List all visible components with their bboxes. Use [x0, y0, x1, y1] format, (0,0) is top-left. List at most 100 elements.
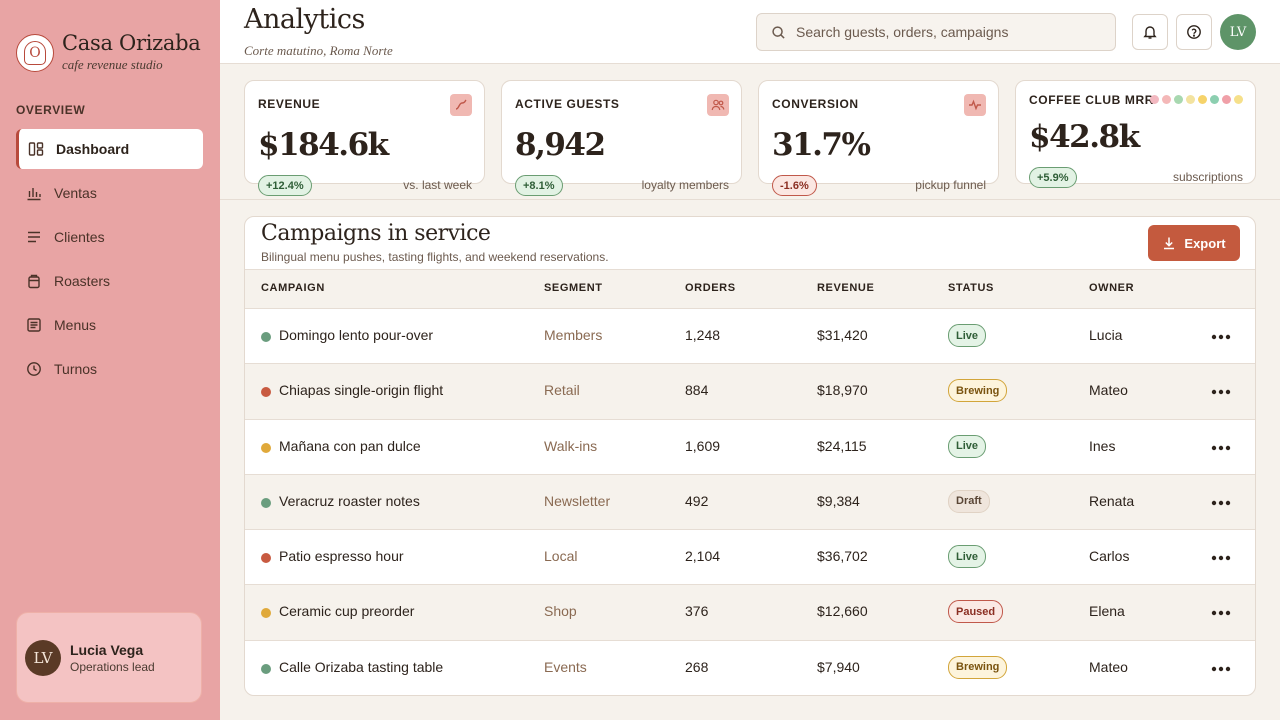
notifications-button[interactable]	[1132, 14, 1168, 50]
table-row[interactable]: Domingo lento pour-over Members 1,248 $31,4…	[245, 309, 1255, 365]
cell-segment[interactable]: Newsletter	[544, 492, 611, 509]
sidebar-item-ventas[interactable]: Ventas	[16, 173, 203, 213]
kpi-delta-badge: -1.6%	[772, 175, 817, 196]
column-header-orders[interactable]: ORDERS	[685, 282, 736, 294]
cell-orders: 884	[685, 382, 709, 399]
menu-card-icon	[27, 318, 41, 332]
export-button[interactable]: Export	[1148, 225, 1240, 261]
cell-owner: Renata	[1089, 492, 1135, 509]
cell-segment[interactable]: Walk-ins	[544, 437, 598, 454]
more-horizontal-icon	[1211, 611, 1231, 616]
cell-campaign-name[interactable]: Ceramic cup preorder	[279, 603, 415, 620]
row-more-actions-button[interactable]	[1211, 438, 1231, 458]
nav-section-label: OVERVIEW	[16, 103, 86, 117]
kpi-strip: REVENUE $184.6k +12.4% vs. last week ACT…	[220, 64, 1280, 200]
brand[interactable]: O Casa Orizaba cafe revenue studio	[16, 30, 201, 73]
cell-campaign-name[interactable]: Mañana con pan dulce	[279, 437, 421, 454]
status-badge: Brewing	[948, 655, 1008, 679]
cell-segment[interactable]: Shop	[544, 603, 577, 620]
kpi-label: COFFEE CLUB MRR	[1029, 93, 1154, 107]
kpi-value: $184.6k	[258, 127, 389, 163]
brand-tagline: cafe revenue studio	[62, 57, 163, 72]
table-row[interactable]: Veracruz roaster notes Newsletter 492 $9,38…	[245, 474, 1255, 531]
page-subtitle: Corte matutino, Roma Norte	[244, 43, 393, 58]
row-more-actions-button[interactable]	[1211, 659, 1231, 679]
sidebar-item-dashboard[interactable]: Dashboard	[16, 129, 203, 169]
user-card[interactable]: LV Lucia Vega Operations lead	[16, 612, 202, 703]
more-horizontal-icon	[1211, 500, 1231, 506]
cell-revenue: $9,384	[817, 492, 860, 509]
sidebar-item-menus[interactable]: Menus	[16, 305, 203, 345]
sidebar-item-label: Ventas	[54, 185, 97, 201]
color-dot	[1150, 95, 1159, 104]
more-horizontal-icon	[1211, 445, 1231, 450]
kpi-card-conversion[interactable]: CONVERSION 31.7% -1.6% pickup funnel	[758, 80, 999, 196]
sidebar-item-turnos[interactable]: Turnos	[16, 349, 203, 389]
page-title: Analytics	[244, 4, 365, 35]
color-dot	[1186, 95, 1195, 104]
brand-logo-icon: O	[16, 34, 54, 72]
clock-icon	[27, 362, 41, 376]
trend-line-icon	[450, 94, 472, 116]
cell-segment[interactable]: Members	[544, 327, 603, 343]
cell-campaign-name[interactable]: Calle Orizaba tasting table	[279, 658, 444, 675]
search-icon	[772, 25, 785, 39]
campaign-color-dot	[261, 663, 271, 674]
list-icon	[28, 231, 40, 243]
kpi-note: pickup funnel	[915, 178, 986, 192]
row-more-actions-button[interactable]	[1211, 548, 1231, 568]
sidebar-item-clientes[interactable]: Clientes	[16, 217, 203, 257]
cell-segment[interactable]: Retail	[544, 382, 580, 399]
search-box[interactable]	[756, 13, 1116, 51]
panel-title: Campaigns in service	[261, 221, 491, 246]
brand-name: Casa Orizaba	[62, 31, 201, 55]
sidebar-item-roasters[interactable]: Roasters	[16, 261, 203, 301]
status-badge: Paused	[948, 600, 1004, 624]
help-button[interactable]	[1176, 14, 1212, 50]
brand-text: Casa Orizaba cafe revenue studio	[62, 30, 201, 73]
dashboard-icon	[28, 142, 44, 156]
column-header-owner[interactable]: OWNER	[1089, 282, 1135, 294]
cell-segment[interactable]: Local	[544, 548, 578, 565]
column-header-campaign[interactable]: CAMPAIGN	[261, 282, 325, 294]
search-input[interactable]	[796, 24, 1096, 40]
color-dot	[1198, 95, 1207, 104]
table-row[interactable]: Chiapas single-origin flight Retail 884 $18…	[245, 364, 1255, 420]
kpi-card-revenue[interactable]: REVENUE $184.6k +12.4% vs. last week	[244, 80, 485, 196]
row-more-actions-button[interactable]	[1211, 493, 1231, 513]
kpi-card-active-guests[interactable]: ACTIVE GUESTS 8,942 +8.1% loyalty member…	[501, 80, 742, 196]
download-icon	[1164, 237, 1175, 250]
table-row[interactable]: Patio espresso hour Local 2,104 $36,702 Live…	[245, 530, 1255, 586]
campaign-color-dot	[261, 442, 271, 453]
table-row[interactable]: Calle Orizaba tasting table Events 268 $7,9…	[245, 641, 1255, 695]
row-more-actions-button[interactable]	[1211, 382, 1231, 402]
cell-segment[interactable]: Events	[544, 658, 587, 675]
column-header-segment[interactable]: SEGMENT	[544, 282, 603, 294]
kpi-card-coffee-club-mrr[interactable]: COFFEE CLUB MRR $42.8k +5.9% subscriptio…	[1015, 80, 1256, 188]
profile-avatar[interactable]: LV	[1220, 14, 1256, 50]
users-icon	[707, 94, 729, 116]
status-badge: Live	[948, 545, 987, 569]
cell-campaign-name[interactable]: Veracruz roaster notes	[279, 492, 420, 509]
cell-owner: Carlos	[1089, 548, 1130, 565]
sidebar-nav: Dashboard Ventas Clientes Roasters Menus…	[16, 129, 203, 393]
table-row[interactable]: Mañana con pan dulce Walk-ins 1,609 $24,115…	[245, 420, 1255, 475]
export-label: Export	[1184, 235, 1226, 251]
column-header-revenue[interactable]: REVENUE	[817, 282, 875, 294]
pulse-icon	[964, 94, 986, 116]
row-more-actions-button[interactable]	[1211, 603, 1231, 623]
cell-revenue: $31,420	[817, 327, 868, 343]
bag-icon	[28, 274, 40, 289]
row-more-actions-button[interactable]	[1211, 327, 1231, 347]
cell-owner: Lucia	[1089, 327, 1123, 343]
column-header-status[interactable]: STATUS	[948, 282, 994, 294]
cell-campaign-name[interactable]: Chiapas single-origin flight	[279, 382, 444, 399]
cell-revenue: $24,115	[817, 437, 867, 454]
more-horizontal-icon	[1211, 555, 1231, 561]
cell-orders: 2,104	[685, 548, 721, 565]
table-row[interactable]: Ceramic cup preorder Shop 376 $12,660 Paused…	[245, 585, 1255, 641]
campaign-color-dot	[261, 387, 271, 398]
cell-campaign-name[interactable]: Domingo lento pour-over	[279, 327, 434, 343]
cell-campaign-name[interactable]: Patio espresso hour	[279, 548, 404, 565]
bar-chart-icon	[27, 188, 41, 201]
